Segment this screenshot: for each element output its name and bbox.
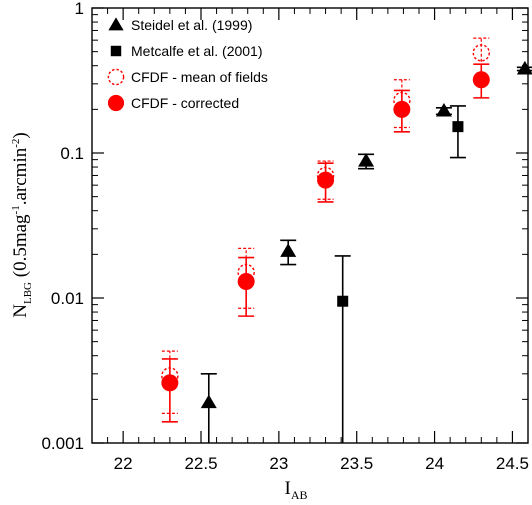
- x-tick-label: 24: [425, 454, 444, 473]
- legend-marker-square: [110, 45, 122, 57]
- legend-label: Metcalfe et al. (2001): [131, 43, 263, 59]
- legend-marker-open-circle: [107, 68, 125, 86]
- y-tick-label: 1: [75, 0, 84, 18]
- data-point-filled-circle: [317, 171, 335, 189]
- x-axis-title: IAB: [285, 478, 308, 502]
- x-tick-label: 23: [269, 454, 288, 473]
- x-tick-label: 24.5: [496, 454, 529, 473]
- legend-item: CFDF - mean of fields: [107, 68, 268, 86]
- data-point-triangle: [516, 60, 532, 75]
- series-filled-circle: [161, 63, 490, 423]
- legend: Steidel et al. (1999) Metcalfe et al. (20…: [107, 17, 268, 112]
- legend-marker-triangle: [108, 17, 124, 31]
- legend-item: CFDF - corrected: [107, 94, 239, 112]
- legend-label: CFDF - corrected: [131, 95, 239, 111]
- legend-marker-filled-circle: [107, 94, 125, 112]
- data-point-square: [452, 121, 464, 133]
- data-points: [161, 37, 532, 443]
- data-point-open-circle: [472, 44, 490, 62]
- data-point-triangle: [280, 243, 297, 257]
- legend-item: Metcalfe et al. (2001): [110, 43, 263, 59]
- x-tick-label: 23.5: [340, 454, 373, 473]
- legend-label: Steidel et al. (1999): [131, 17, 252, 33]
- y-axis-title: NLBG (0.5mag-1.arcmin-2): [10, 132, 34, 317]
- x-tick-label: 22.5: [184, 454, 217, 473]
- series-triangle: [200, 60, 532, 443]
- data-point-triangle: [435, 102, 452, 117]
- y-tick-label: 0.01: [51, 289, 84, 308]
- y-tick-label: 0.1: [60, 144, 84, 163]
- axis-ticks: [92, 7, 528, 444]
- data-point-triangle: [358, 153, 375, 167]
- axis-tick-labels: 22 22.5 23 23.5 24 24.5 0.001 0.01 0.1 1: [41, 0, 529, 473]
- x-tick-label: 22: [114, 454, 133, 473]
- legend-item: Steidel et al. (1999): [108, 17, 252, 33]
- data-point-filled-circle: [161, 374, 179, 392]
- data-point-filled-circle: [393, 100, 411, 118]
- data-point-triangle: [200, 394, 217, 409]
- series-square: [334, 105, 466, 443]
- data-point-square: [337, 295, 349, 307]
- legend-label: CFDF - mean of fields: [131, 69, 268, 85]
- data-point-filled-circle: [237, 272, 255, 290]
- y-tick-label: 0.001: [41, 434, 84, 453]
- data-point-filled-circle: [472, 71, 490, 89]
